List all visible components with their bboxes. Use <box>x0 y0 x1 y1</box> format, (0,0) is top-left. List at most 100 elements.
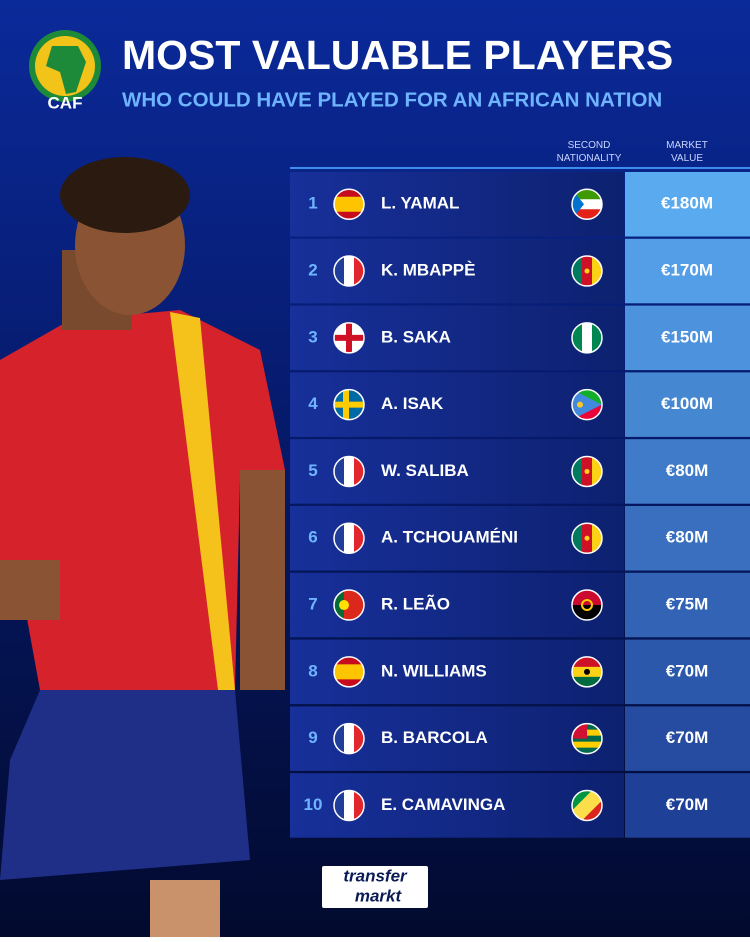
player-name: B. SAKA <box>381 327 451 346</box>
flag-part <box>334 723 345 754</box>
flag <box>334 723 364 754</box>
flag-part <box>572 735 602 743</box>
flag <box>334 256 364 287</box>
rank: 3 <box>308 327 317 346</box>
market-value: €180M <box>661 194 713 213</box>
flag-part <box>354 523 364 554</box>
flag-part <box>584 468 590 474</box>
flag-part <box>344 456 355 487</box>
value-cell <box>625 773 750 838</box>
flag-part <box>584 268 590 274</box>
flag-border <box>333 656 365 688</box>
flag <box>572 790 602 821</box>
flag-part <box>582 322 593 353</box>
flag-border <box>571 388 603 421</box>
flag <box>334 189 364 220</box>
flag-part <box>334 456 345 487</box>
flag-part <box>354 723 364 754</box>
flag <box>572 656 602 687</box>
market-value: €70M <box>666 728 709 747</box>
flag-border <box>571 789 603 822</box>
flag <box>572 523 602 554</box>
market-value: €100M <box>661 394 713 413</box>
flag-border <box>571 656 603 688</box>
flag <box>334 523 364 554</box>
flag-part <box>572 189 584 220</box>
market-value: €80M <box>666 461 709 480</box>
flag <box>572 322 602 353</box>
flag-part <box>334 256 345 287</box>
flag <box>334 590 364 621</box>
flag-part <box>572 256 583 287</box>
flag-part <box>344 523 355 554</box>
title: MOST VALUABLE PLAYERS <box>122 32 673 78</box>
flag <box>572 389 602 420</box>
flag-border <box>333 789 365 822</box>
flag-part <box>334 679 364 687</box>
market-value: €70M <box>666 795 709 814</box>
flag-part <box>577 401 583 408</box>
flag-part <box>334 671 364 680</box>
value-cell <box>625 305 750 371</box>
logo-text: CAF <box>48 93 83 112</box>
flag-part <box>344 723 355 754</box>
player-name: A. ISAK <box>381 394 444 413</box>
value-cell <box>625 238 750 304</box>
brand-logo: transfer markt <box>322 866 428 908</box>
flag-part <box>584 535 590 541</box>
flag <box>334 322 364 353</box>
flag-part <box>334 196 364 205</box>
flag-part <box>572 389 602 420</box>
value-cell <box>625 639 750 705</box>
flag-border <box>571 255 603 287</box>
flag-part <box>572 741 602 749</box>
flag-part <box>592 256 602 287</box>
brand-text: transfer <box>343 866 408 885</box>
market-value: €150M <box>661 327 713 346</box>
flag-border <box>333 388 365 421</box>
flag-border <box>571 522 603 554</box>
flag-part <box>354 256 364 287</box>
rank: 9 <box>308 728 317 747</box>
flag-part <box>572 322 583 353</box>
flag <box>334 389 364 420</box>
player-image <box>0 157 285 937</box>
value-cell <box>625 372 750 437</box>
flag-part <box>572 456 583 487</box>
player-name: E. CAMAVINGA <box>381 795 505 814</box>
flag-part <box>354 790 364 821</box>
value-cell <box>625 172 750 237</box>
flag-part <box>334 211 364 220</box>
flag-part <box>344 590 355 621</box>
flag-part <box>334 334 364 341</box>
player-name: N. WILLIAMS <box>381 661 487 680</box>
flag-part <box>334 523 345 554</box>
flag-part <box>334 664 364 673</box>
flag-part <box>581 599 593 612</box>
flag-border <box>571 455 603 488</box>
flag-part <box>334 204 364 213</box>
flag-part <box>334 401 364 408</box>
rank: 5 <box>308 461 317 480</box>
value-cell <box>625 506 750 571</box>
value-cell <box>625 572 750 638</box>
flag-border <box>333 188 365 220</box>
market-value: €170M <box>661 261 713 280</box>
rank: 10 <box>304 795 323 814</box>
flag-part <box>344 256 355 287</box>
flag-part <box>572 676 602 687</box>
caf-logo: CAF <box>29 30 101 112</box>
flag-part <box>572 189 602 200</box>
market-value: €70M <box>666 661 709 680</box>
flag-border <box>333 522 365 554</box>
market-value: €75M <box>666 595 709 614</box>
flag-border <box>333 255 365 287</box>
flag <box>572 590 602 621</box>
flag-part <box>572 790 592 811</box>
player-name: K. MBAPPÈ <box>381 261 475 280</box>
flag-part <box>344 790 355 821</box>
flag-border <box>333 589 365 621</box>
subtitle: WHO COULD HAVE PLAYED FOR AN AFRICAN NAT… <box>122 88 662 111</box>
rank: 8 <box>308 661 317 680</box>
